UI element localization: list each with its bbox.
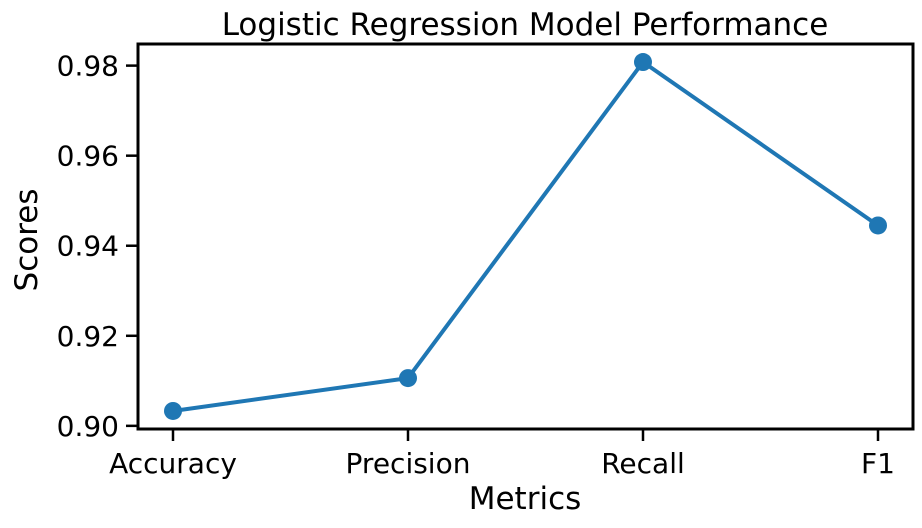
y-axis-label: Scores	[9, 189, 45, 292]
series-line	[172, 60, 880, 413]
plot-frame	[136, 42, 915, 431]
x-tick-label: F1	[861, 447, 895, 480]
y-tick-label: 0.94	[57, 230, 119, 263]
data-point	[634, 53, 652, 72]
data-point	[164, 401, 182, 420]
x-tick-label: Recall	[601, 447, 685, 480]
chart-title: Logistic Regression Model Performance	[222, 7, 829, 43]
data-point	[869, 216, 887, 235]
y-tick-label: 0.96	[57, 140, 119, 173]
x-tick-label: Precision	[346, 447, 471, 480]
y-tick-label: 0.92	[57, 320, 119, 353]
y-tick-label: 0.98	[57, 50, 119, 83]
plot-area	[136, 42, 915, 431]
y-tick-label: 0.90	[57, 410, 119, 443]
x-axis-label: Metrics	[469, 481, 582, 517]
x-axis-ticks: Accuracy Precision Recall F1	[109, 429, 895, 480]
x-tick-label: Accuracy	[109, 447, 237, 480]
data-point	[399, 369, 417, 388]
y-axis-ticks: 0.90 0.92 0.94 0.96 0.98	[57, 50, 138, 443]
